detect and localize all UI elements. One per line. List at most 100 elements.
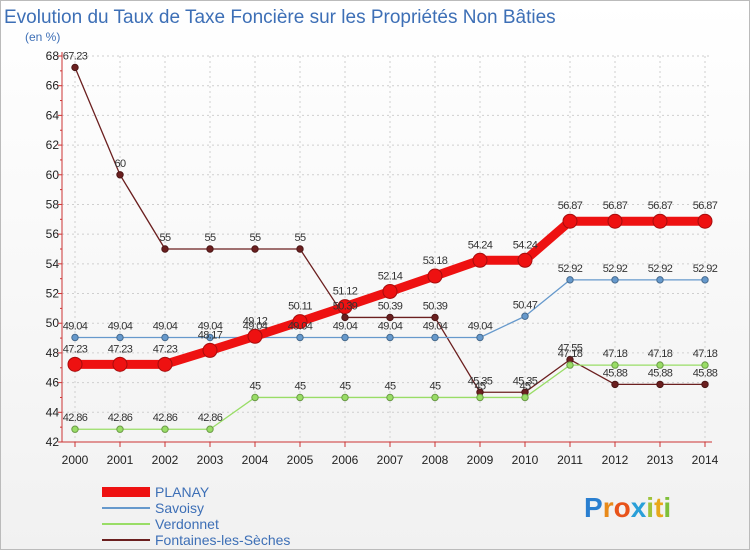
data-label-savoisy: 52.92 xyxy=(693,263,718,275)
data-point-verdonnet xyxy=(521,393,529,402)
data-label-fontaines-les-s-ches: 50.39 xyxy=(423,300,448,312)
data-label-fontaines-les-s-ches: 67.23 xyxy=(63,50,88,62)
x-tick-label: 2004 xyxy=(242,453,269,467)
x-tick-label: 2000 xyxy=(62,453,89,467)
data-label-savoisy: 49.04 xyxy=(153,320,178,332)
x-tick-label: 2005 xyxy=(287,453,314,467)
data-label-planay: 47.23 xyxy=(108,343,133,355)
axes: 42 44 46 48 50 52 54 56 58 60 62 64 66 68 2000 2001 2002… xyxy=(46,49,719,467)
data-label-verdonnet: 47.18 xyxy=(558,348,583,360)
y-tick-label: 44 xyxy=(46,405,60,419)
y-tick-label: 64 xyxy=(46,108,60,122)
x-tick-label: 2002 xyxy=(152,453,179,467)
data-point-planay xyxy=(607,213,623,229)
data-label-verdonnet: 47.18 xyxy=(603,348,628,360)
x-tick-label: 2006 xyxy=(332,453,359,467)
data-label-fontaines-les-s-ches: 50.39 xyxy=(378,300,403,312)
data-label-planay: 48.17 xyxy=(198,329,223,341)
x-tick-label: 2003 xyxy=(197,453,224,467)
legend-label-savoisy: Savoisy xyxy=(155,500,204,516)
data-point-fontaines-les-s-ches xyxy=(656,380,664,389)
data-label-verdonnet: 45 xyxy=(294,380,306,392)
chart-title: Evolution du Taux de Taxe Foncière sur l… xyxy=(4,7,556,28)
data-label-fontaines-les-s-ches: 45.88 xyxy=(693,367,718,379)
data-point-verdonnet xyxy=(701,361,709,369)
data-point-fontaines-les-s-ches xyxy=(386,313,394,322)
data-point-fontaines-les-s-ches xyxy=(116,171,124,179)
chart-subtitle: (en %) xyxy=(25,30,60,44)
data-label-fontaines-les-s-ches: 45.35 xyxy=(513,375,538,387)
data-label-savoisy: 52.92 xyxy=(603,263,628,275)
data-point-fontaines-les-s-ches xyxy=(341,313,349,322)
data-label-savoisy: 49.04 xyxy=(333,320,358,332)
data-point-verdonnet xyxy=(431,393,439,402)
data-point-fontaines-les-s-ches xyxy=(71,63,79,72)
data-point-planay xyxy=(67,356,83,372)
data-label-savoisy: 49.04 xyxy=(63,320,88,332)
x-tick-label: 2008 xyxy=(422,453,449,467)
data-label-planay: 56.87 xyxy=(693,200,718,212)
data-point-planay xyxy=(292,314,308,330)
y-tick-label: 62 xyxy=(46,138,60,152)
data-label-verdonnet: 45 xyxy=(474,380,486,392)
data-label-savoisy: 49.04 xyxy=(243,320,268,332)
data-point-verdonnet xyxy=(656,361,664,369)
y-tick-label: 56 xyxy=(46,227,60,241)
x-tick-label: 2011 xyxy=(557,453,583,467)
x-tick-label: 2013 xyxy=(647,453,674,467)
x-tick-label: 2010 xyxy=(512,453,539,467)
data-label-fontaines-les-s-ches: 55 xyxy=(294,232,306,244)
data-label-savoisy: 50.47 xyxy=(513,299,538,311)
x-tick-label: 2007 xyxy=(377,453,404,467)
legend-label-fontaines-les-s-ches: Fontaines-les-Sèches xyxy=(155,532,290,548)
data-point-verdonnet xyxy=(161,425,169,433)
data-label-planay: 51.12 xyxy=(333,286,358,298)
x-tick-label: 2001 xyxy=(107,453,134,467)
y-tick-label: 52 xyxy=(46,287,60,301)
data-label-verdonnet: 42.86 xyxy=(63,412,88,424)
data-point-savoisy xyxy=(431,333,439,342)
legend-label-verdonnet: Verdonnet xyxy=(155,516,219,532)
data-label-planay: 54.24 xyxy=(513,239,538,251)
data-point-planay xyxy=(517,252,533,268)
data-point-savoisy xyxy=(476,333,484,342)
data-point-savoisy xyxy=(611,276,619,284)
x-tick-label: 2009 xyxy=(467,453,494,467)
data-point-verdonnet xyxy=(611,361,619,369)
data-point-planay xyxy=(382,283,398,299)
data-label-planay: 47.23 xyxy=(153,343,178,355)
data-label-savoisy: 49.04 xyxy=(423,320,448,332)
data-label-savoisy: 49.04 xyxy=(288,320,313,332)
data-point-planay xyxy=(157,356,173,372)
data-label-fontaines-les-s-ches: 60 xyxy=(114,158,126,170)
data-label-fontaines-les-s-ches: 55 xyxy=(249,232,261,244)
data-label-verdonnet: 47.18 xyxy=(693,348,718,360)
data-point-savoisy xyxy=(296,333,304,342)
data-label-fontaines-les-s-ches: 45.35 xyxy=(468,375,493,387)
data-label-planay: 50.11 xyxy=(288,301,312,313)
y-tick-label: 68 xyxy=(46,49,60,63)
data-point-fontaines-les-s-ches xyxy=(206,245,214,253)
grid-lines xyxy=(62,55,712,443)
data-point-savoisy xyxy=(71,333,79,342)
data-label-savoisy: 49.04 xyxy=(198,320,223,332)
data-label-verdonnet: 45 xyxy=(429,380,441,392)
data-point-verdonnet xyxy=(206,425,214,433)
data-point-fontaines-les-s-ches xyxy=(611,380,619,389)
y-tick-label: 54 xyxy=(46,257,60,271)
y-tick-label: 48 xyxy=(46,346,60,360)
x-tick-label: 2014 xyxy=(692,453,719,467)
data-point-savoisy xyxy=(386,333,394,342)
data-point-savoisy xyxy=(566,276,574,284)
data-label-savoisy: 49.04 xyxy=(108,320,133,332)
data-point-planay xyxy=(652,213,668,229)
data-point-verdonnet xyxy=(386,393,394,402)
data-point-planay xyxy=(247,328,263,344)
data-point-fontaines-les-s-ches xyxy=(251,245,259,253)
data-labels: 67.23 60 55 55 55 55 50.39 50.39 50.39 45.35 45.35… xyxy=(63,50,719,424)
data-label-verdonnet: 45 xyxy=(384,380,396,392)
data-label-planay: 49.12 xyxy=(243,315,268,327)
data-point-planay xyxy=(427,268,443,284)
